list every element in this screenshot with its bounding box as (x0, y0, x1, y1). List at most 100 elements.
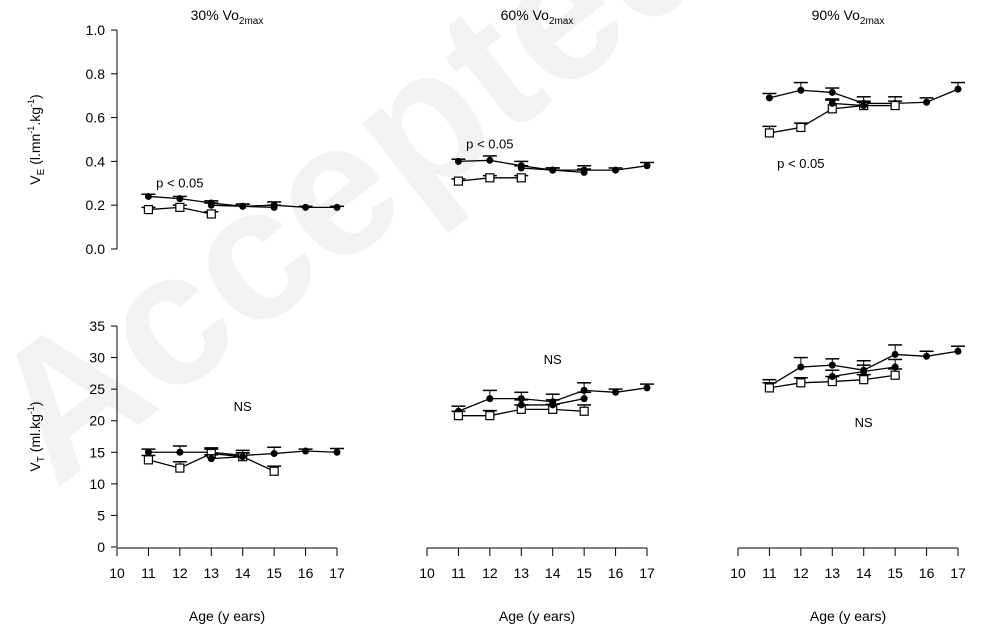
data-point-filled (207, 201, 215, 209)
data-point-filled (612, 388, 620, 396)
data-point-filled (860, 102, 868, 110)
data-point-filled (549, 401, 557, 409)
title-subscript: 2max (549, 16, 573, 27)
x-tick-label: 14 (856, 565, 872, 581)
y-label-part: E (36, 168, 47, 175)
data-point-filled (333, 203, 341, 211)
data-point-filled (643, 384, 651, 392)
series-1 (762, 368, 903, 393)
annotation: NS (544, 352, 562, 367)
y-label-part: V (27, 175, 43, 185)
data-point-filled (549, 166, 557, 174)
x-tick-label: 10 (109, 565, 125, 581)
series-2 (514, 164, 592, 176)
x-tick-label: 13 (824, 565, 840, 581)
data-point-filled (302, 203, 310, 211)
x-tick-label: 12 (793, 565, 809, 581)
panel-bottom-middle: 10 11 12 13 14 15 16 17 Age (y ears) NS (419, 352, 655, 624)
annotation: p < 0.05 (466, 136, 513, 151)
y-label-part: (ml.kg (27, 414, 43, 456)
data-point-open (764, 383, 775, 393)
title-subscript: 2max (239, 16, 263, 27)
data-point-open (143, 455, 154, 465)
x-tick-label: 13 (513, 565, 529, 581)
data-point-filled (828, 99, 836, 107)
data-point-open (859, 375, 869, 385)
y-tick-label: 25 (89, 381, 105, 397)
y-tick-label: 0.0 (86, 241, 106, 257)
series-2 (825, 358, 903, 381)
data-point-open (764, 128, 775, 138)
data-point-filled (828, 361, 836, 369)
y-tick-label: 20 (89, 413, 105, 429)
y-tick-label: 35 (89, 318, 105, 334)
data-point-open (516, 173, 526, 183)
y-tick-label: 10 (89, 476, 105, 492)
x-tick-label: 10 (419, 565, 435, 581)
panel-bottom-left: 0 5 10 15 20 25 30 35 VT (ml.kg-1) 10 11 12 13 14 15 16… (26, 318, 345, 624)
data-point-filled (923, 98, 931, 106)
y-tick-label: 15 (89, 444, 105, 460)
title-subscript: 2max (860, 16, 884, 27)
data-point-filled (333, 448, 341, 456)
data-point-filled (797, 86, 805, 94)
data-point-filled (828, 88, 836, 96)
y-axis-label: VT (ml.kg-1) (26, 401, 47, 471)
data-point-open (485, 173, 495, 183)
y-label-part: T (36, 456, 47, 462)
series-2 (514, 391, 592, 409)
series-1 (451, 173, 529, 186)
data-point-filled (580, 168, 588, 176)
data-point-open (796, 378, 806, 388)
data-point-filled (486, 395, 494, 403)
data-point-filled (580, 395, 588, 403)
x-tick-label: 14 (545, 565, 561, 581)
data-point-filled (486, 156, 494, 164)
panel-top-middle: 60% Vo2max p < 0.05 (451, 7, 654, 186)
title-main: 30% Vo (191, 7, 239, 23)
y-axis-label: VE (l.mn-1.kg-1) (26, 94, 47, 184)
data-point-filled (270, 450, 278, 458)
data-point-filled (454, 157, 462, 165)
series-0 (451, 382, 654, 415)
data-point-open (579, 406, 589, 416)
x-tick-label: 15 (266, 565, 282, 581)
watermark: Accepted (0, 0, 755, 522)
y-label-part: -1 (26, 406, 36, 414)
panel-title: 60% Vo2max (501, 7, 574, 27)
x-tick-label: 13 (203, 565, 219, 581)
data-point-open (175, 202, 185, 212)
y-tick-label: 0 (97, 539, 105, 555)
y-tick-label: 0.2 (86, 197, 106, 213)
data-point-filled (144, 448, 152, 456)
data-point-open (453, 176, 464, 186)
data-point-open (890, 100, 900, 111)
annotation: p < 0.05 (777, 156, 824, 171)
data-point-filled (517, 401, 525, 409)
x-tick-label: 17 (329, 565, 345, 581)
data-point-filled (239, 453, 247, 461)
data-point-filled (891, 363, 899, 371)
series-2 (204, 201, 282, 211)
y-tick-label: 30 (89, 350, 105, 366)
x-tick-label: 17 (950, 565, 966, 581)
x-tick-label: 17 (639, 565, 655, 581)
y-tick-label: 0.6 (86, 110, 106, 126)
y-label-part: .kg (27, 107, 43, 126)
series-1 (141, 202, 219, 219)
data-point-open (206, 209, 216, 219)
data-point-filled (176, 195, 184, 203)
data-point-filled (954, 85, 962, 93)
data-point-open (269, 466, 279, 476)
data-point-filled (891, 350, 899, 358)
x-tick-label: 15 (887, 565, 903, 581)
x-tick-label: 16 (919, 565, 935, 581)
x-tick-label: 11 (451, 565, 466, 581)
y-tick-label: 0.4 (86, 153, 106, 169)
x-tick-label: 15 (576, 565, 592, 581)
data-point-filled (643, 162, 651, 170)
y-label-part: ) (27, 401, 43, 406)
data-point-open (175, 463, 185, 473)
